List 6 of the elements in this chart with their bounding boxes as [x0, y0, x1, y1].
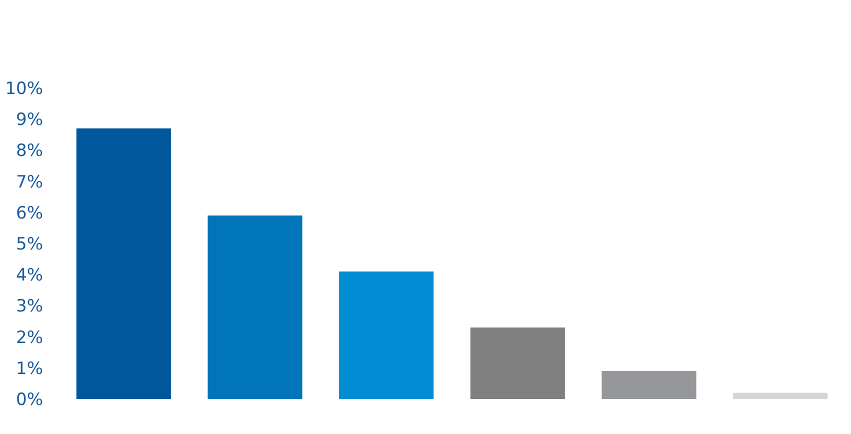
- bar: [339, 271, 434, 399]
- bar: [470, 327, 565, 399]
- bar: [208, 216, 302, 399]
- bar: [733, 392, 828, 399]
- bar: [602, 371, 696, 399]
- bar: [76, 128, 171, 399]
